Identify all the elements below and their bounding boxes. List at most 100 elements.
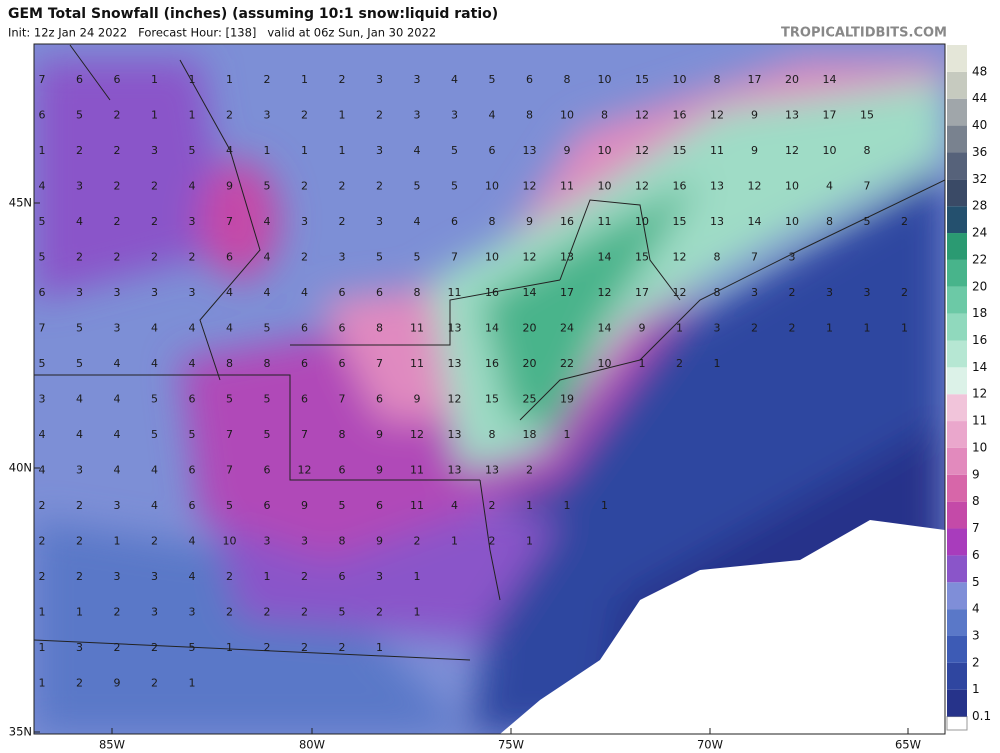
snowfall-value: 12 (635, 180, 649, 193)
snowfall-value: 2 (226, 570, 233, 583)
snowfall-value: 15 (485, 393, 499, 406)
snowfall-value: 3 (376, 570, 383, 583)
snowfall-value: 4 (76, 215, 83, 228)
colorbar-segment (947, 206, 967, 234)
snowfall-value: 5 (226, 393, 233, 406)
snowfall-value: 2 (339, 215, 346, 228)
snowfall-value: 4 (151, 322, 158, 335)
colorbar-segment (947, 98, 967, 126)
snowfall-value: 6 (339, 464, 346, 477)
snowfall-value: 10 (635, 215, 649, 228)
boundaries (34, 44, 945, 661)
snowfall-field (34, 44, 945, 734)
snowfall-value: 3 (264, 109, 271, 122)
snowfall-value: 1 (564, 499, 571, 512)
snowfall-value: 2 (414, 535, 421, 548)
snowfall-value: 6 (114, 73, 121, 86)
snowfall-value: 2 (301, 570, 308, 583)
colorbar-segment (947, 394, 967, 422)
snowfall-value: 5 (451, 144, 458, 157)
snowfall-value: 3 (151, 606, 158, 619)
snowfall-value: 6 (264, 464, 271, 477)
snowfall-value: 2 (151, 641, 158, 654)
snowfall-value: 3 (864, 286, 871, 299)
snowfall-value: 8 (226, 357, 233, 370)
snowfall-value: 3 (414, 109, 421, 122)
snowfall-value: 2 (226, 606, 233, 619)
snowfall-value: 9 (376, 428, 383, 441)
colorbar-label: 6 (972, 548, 980, 562)
colorbar-label: 0.1 (972, 709, 991, 723)
snowfall-value: 2 (751, 322, 758, 335)
snowfall-value: 15 (673, 144, 687, 157)
snowfall-value: 4 (414, 215, 421, 228)
snowfall-value: 1 (226, 73, 233, 86)
colorbar-label: 40 (972, 118, 987, 132)
snowfall-value: 8 (414, 286, 421, 299)
snowfall-value: 6 (451, 215, 458, 228)
snowfall-value: 16 (485, 286, 499, 299)
snowfall-value: 20 (785, 73, 799, 86)
snowfall-value: 11 (410, 499, 424, 512)
snowfall-value: 1 (189, 109, 196, 122)
snowfall-value: 12 (710, 109, 724, 122)
snowfall-value: 13 (448, 322, 462, 335)
snowfall-value: 3 (339, 251, 346, 264)
snowfall-value: 1 (114, 535, 121, 548)
snowfall-value: 13 (485, 464, 499, 477)
snowfall-value: 2 (264, 641, 271, 654)
colorbar-segment (947, 152, 967, 180)
snowfall-value: 12 (523, 251, 537, 264)
snowfall-value: 5 (189, 428, 196, 441)
colorbar-segment (947, 286, 967, 314)
snowfall-value: 8 (526, 109, 533, 122)
snowfall-value: 9 (301, 499, 308, 512)
snowfall-value: 5 (489, 73, 496, 86)
snowfall-value: 12 (598, 286, 612, 299)
snowfall-value: 3 (451, 109, 458, 122)
snowfall-value: 1 (376, 641, 383, 654)
snowfall-value: 8 (564, 73, 571, 86)
snowfall-value: 2 (114, 109, 121, 122)
colorbar-segment (947, 179, 967, 207)
snowfall-value: 3 (189, 286, 196, 299)
snowfall-value: 8 (826, 215, 833, 228)
snowfall-value: 7 (751, 251, 758, 264)
snowfall-value: 2 (151, 180, 158, 193)
snowfall-value: 16 (673, 109, 687, 122)
snowfall-value: 1 (39, 606, 46, 619)
snowfall-value: 17 (823, 109, 837, 122)
snowfall-value: 5 (264, 393, 271, 406)
snowfall-value: 5 (189, 641, 196, 654)
snowfall-value: 1 (451, 535, 458, 548)
snowfall-value: 4 (489, 109, 496, 122)
colorbar-label: 24 (972, 226, 987, 240)
snowfall-value: 13 (448, 357, 462, 370)
snowfall-value: 1 (339, 109, 346, 122)
snowfall-value: 6 (339, 286, 346, 299)
snowfall-value: 9 (751, 109, 758, 122)
snowfall-value: 6 (301, 322, 308, 335)
snowfall-value: 13 (448, 428, 462, 441)
snowfall-value: 3 (76, 464, 83, 477)
snowfall-value: 2 (301, 180, 308, 193)
snowfall-value: 5 (76, 357, 83, 370)
snowfall-value: 16 (560, 215, 574, 228)
snowfall-value: 2 (39, 570, 46, 583)
colorbar-segment (947, 501, 967, 529)
title: GEM Total Snowfall (inches) (assuming 10… (8, 6, 498, 22)
snowfall-value: 7 (376, 357, 383, 370)
colorbar-label: 44 (972, 91, 987, 105)
snowfall-value: 2 (301, 109, 308, 122)
colorbar-label: 11 (972, 414, 987, 428)
snowfall-value: 1 (826, 322, 833, 335)
lat-label: 45N (9, 196, 32, 210)
snowfall-value: 1 (151, 109, 158, 122)
colorbar-segment (947, 635, 967, 663)
snowfall-value: 5 (339, 499, 346, 512)
snowfall-value: 5 (414, 180, 421, 193)
snowfall-value: 6 (376, 286, 383, 299)
snowfall-value: 1 (414, 606, 421, 619)
snowfall-value: 2 (151, 215, 158, 228)
